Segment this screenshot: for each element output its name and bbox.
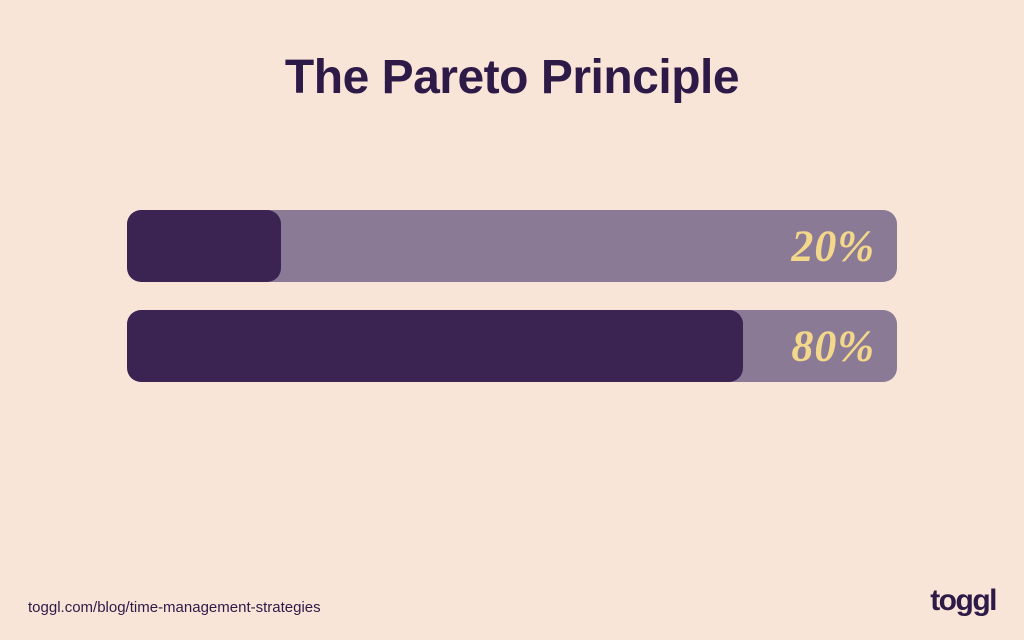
bar-row-20: 20% [127, 210, 897, 282]
bar-fill-20 [127, 210, 281, 282]
bars-container: 20% 80% [127, 210, 897, 382]
toggl-logo: toggl [930, 586, 996, 616]
page-title: The Pareto Principle [0, 50, 1024, 105]
bar-label-80: 80% [791, 321, 875, 372]
bar-fill-80 [127, 310, 743, 382]
bar-row-80: 80% [127, 310, 897, 382]
footer-url: toggl.com/blog/time-management-strategie… [28, 599, 321, 616]
footer: toggl.com/blog/time-management-strategie… [28, 586, 996, 616]
infographic-canvas: The Pareto Principle 20% 80% toggl.com/b… [0, 0, 1024, 640]
bar-label-20: 20% [791, 221, 875, 272]
